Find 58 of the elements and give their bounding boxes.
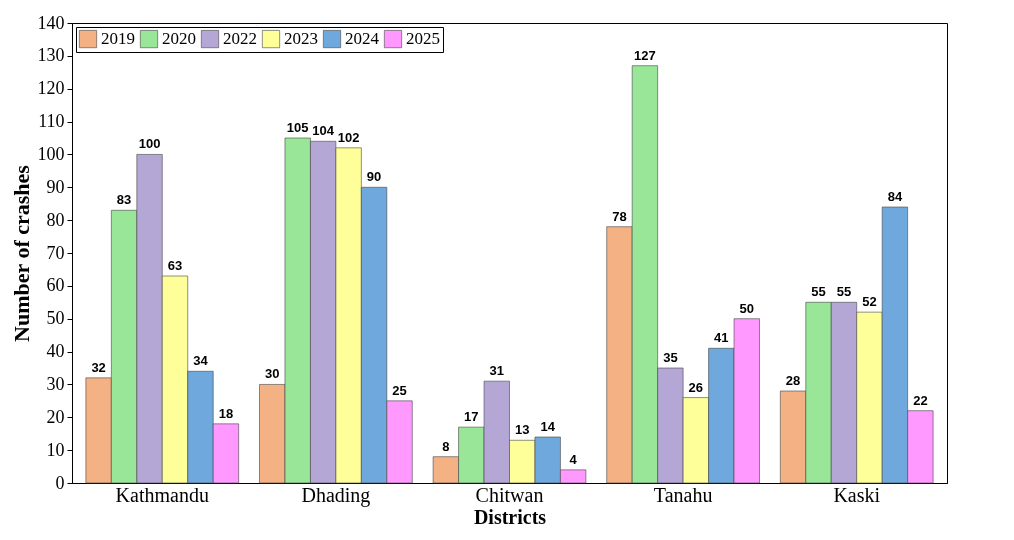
data-label: 18 [218,405,234,421]
x-axis-title: Districts [473,505,547,528]
x-tick-label: Tanahu [653,483,713,506]
y-tick-label: 40 [46,341,65,362]
x-tick-label: Dhading [301,483,371,507]
y-tick-label: 20 [46,406,65,427]
data-label: 55 [836,284,852,300]
data-label: 127 [634,47,656,63]
legend-label: 2023 [284,29,318,49]
data-label: 26 [688,379,704,395]
legend-label: 2020 [162,29,196,49]
y-tick-label: 50 [46,308,65,329]
x-tick-label: Chitwan [475,483,544,506]
data-label: 105 [286,120,309,135]
y-tick-label: 70 [46,242,65,263]
data-label: 22 [913,392,928,408]
data-label: 52 [862,294,877,310]
data-label: 31 [489,363,504,379]
data-label: 41 [714,330,729,346]
data-label: 78 [612,208,627,224]
data-label: 55 [811,284,826,300]
data-label: 100 [138,136,161,152]
legend-label: 2025 [406,29,440,49]
y-tick-label: 120 [37,78,65,99]
data-label: 8 [442,438,450,454]
y-tick-label: 110 [38,111,65,132]
data-label: 28 [785,373,801,388]
y-tick-label: 130 [37,45,65,66]
data-label: 83 [116,192,132,208]
data-label: 4 [569,451,578,467]
data-label: 34 [193,353,209,369]
data-label: 63 [167,258,183,273]
data-label: 90 [366,169,382,185]
y-tick-label: 80 [46,209,65,230]
data-label: 17 [464,409,479,425]
x-tick-label: Kaski [833,483,881,506]
data-label: 50 [739,300,754,316]
legend-label: 2019 [101,29,135,49]
y-tick-label: 10 [46,439,65,460]
data-label: 25 [392,382,407,398]
legend-label: 2024 [345,29,380,49]
data-label: 35 [663,350,678,365]
data-label: 102 [337,129,360,145]
data-label: 13 [515,422,530,438]
data-label: 104 [312,123,335,139]
data-label: 84 [887,189,903,204]
x-tick-label: Kathmandu [115,483,209,506]
y-tick-label: 30 [46,373,65,394]
y-tick-label: 100 [37,143,65,164]
y-tick-label: 140 [37,12,65,33]
y-tick-label: 90 [46,176,65,197]
y-axis-title: Number of crashes [8,164,34,342]
y-tick-label: 60 [46,275,65,296]
data-label: 30 [265,366,280,382]
y-tick-label: 0 [55,472,65,493]
legend-label: 2022 [223,29,257,49]
data-label: 32 [91,359,106,375]
data-label: 14 [540,419,556,434]
